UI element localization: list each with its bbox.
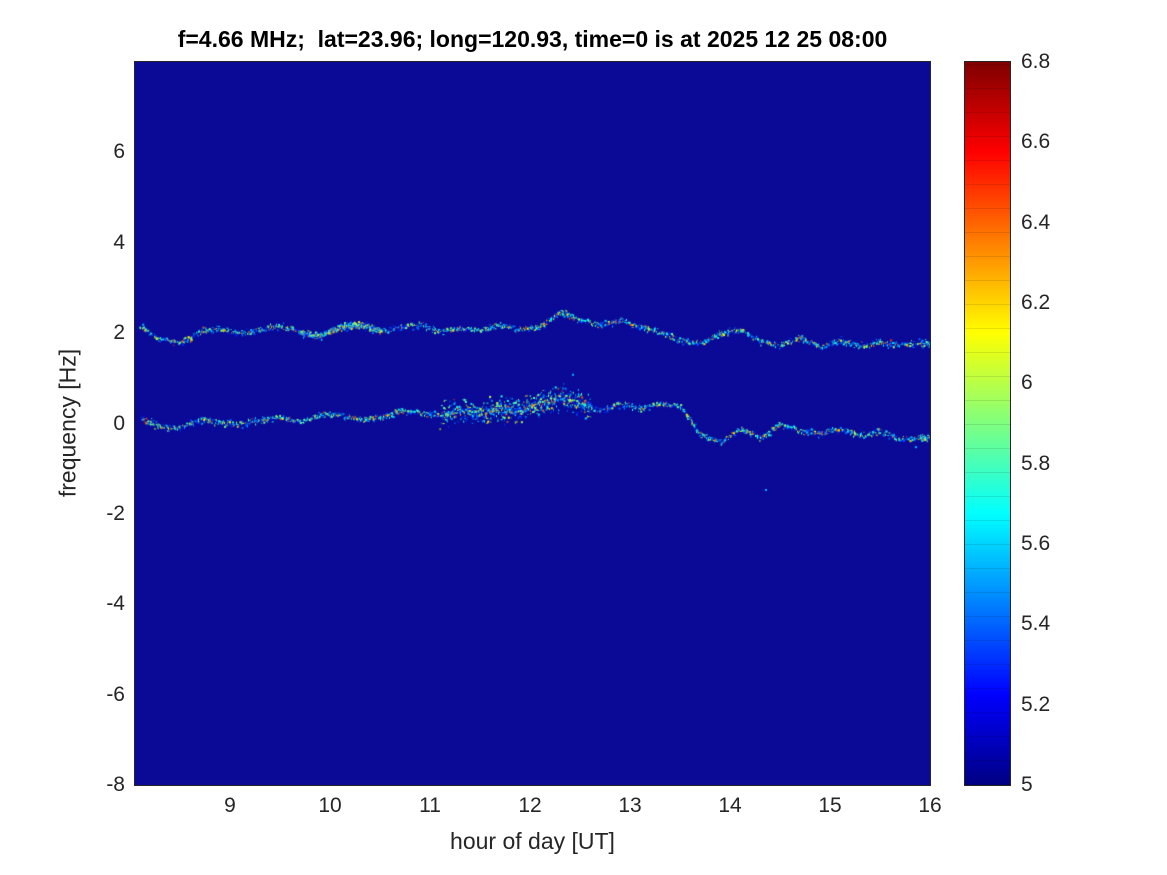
- x-tick-label: 16: [918, 794, 942, 817]
- plot-canvas: [135, 62, 930, 785]
- y-tick-label: 0: [113, 411, 125, 435]
- colorbar-tick-label: 5.4: [1021, 612, 1051, 636]
- colorbar-tick-label: 6.4: [1021, 210, 1051, 234]
- y-tick-label: -6: [106, 682, 125, 706]
- x-tick-label: 9: [224, 794, 236, 817]
- colorbar-tick-label: 6: [1021, 371, 1033, 395]
- x-tick-label: 15: [818, 794, 842, 817]
- x-tick-label: 13: [618, 794, 642, 817]
- colorbar-tick-label: 6.8: [1021, 50, 1051, 73]
- chart-title: f=4.66 MHz; lat=23.96; long=120.93, time…: [177, 26, 888, 52]
- colorbar-tick-label: 5.2: [1021, 692, 1051, 716]
- colorbar-tick-label: 6.2: [1021, 291, 1051, 314]
- colorbar-tick-label: 5.6: [1021, 532, 1051, 555]
- x-tick-label: 14: [718, 794, 742, 817]
- colorbar-tick-label: 6.6: [1021, 130, 1051, 154]
- y-tick-label: 4: [113, 230, 125, 254]
- y-tick-label: 6: [113, 140, 125, 164]
- x-tick-label: 12: [518, 794, 542, 817]
- y-tick-label: -8: [106, 773, 125, 796]
- colorbar-tick-label: 5.8: [1021, 451, 1051, 475]
- colorbar: [964, 61, 1011, 786]
- plot-area: [134, 61, 931, 786]
- colorbar-tick-label: 5: [1021, 773, 1033, 796]
- x-tick-label: 11: [419, 794, 441, 817]
- y-tick-label: 2: [113, 321, 125, 345]
- x-tick-label: 10: [318, 794, 342, 817]
- y-tick-label: -2: [106, 501, 125, 525]
- x-axis-label: hour of day [UT]: [450, 828, 615, 854]
- y-tick-label: -4: [106, 592, 125, 616]
